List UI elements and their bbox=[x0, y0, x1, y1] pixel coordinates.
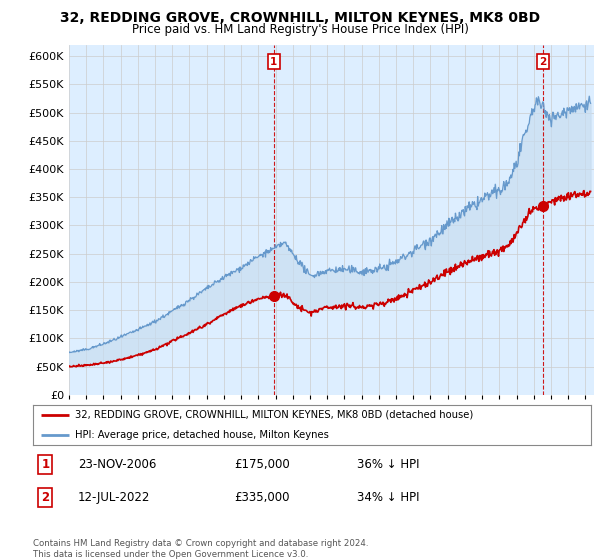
Text: £175,000: £175,000 bbox=[234, 458, 290, 471]
Text: 32, REDDING GROVE, CROWNHILL, MILTON KEYNES, MK8 0BD: 32, REDDING GROVE, CROWNHILL, MILTON KEY… bbox=[60, 11, 540, 25]
Text: 36% ↓ HPI: 36% ↓ HPI bbox=[356, 458, 419, 471]
Text: 32, REDDING GROVE, CROWNHILL, MILTON KEYNES, MK8 0BD (detached house): 32, REDDING GROVE, CROWNHILL, MILTON KEY… bbox=[75, 410, 473, 420]
Text: 34% ↓ HPI: 34% ↓ HPI bbox=[356, 491, 419, 504]
Text: 2: 2 bbox=[41, 491, 49, 504]
Text: HPI: Average price, detached house, Milton Keynes: HPI: Average price, detached house, Milt… bbox=[75, 430, 329, 440]
Text: Price paid vs. HM Land Registry's House Price Index (HPI): Price paid vs. HM Land Registry's House … bbox=[131, 23, 469, 36]
Text: 23-NOV-2006: 23-NOV-2006 bbox=[77, 458, 156, 471]
Text: 12-JUL-2022: 12-JUL-2022 bbox=[77, 491, 150, 504]
Text: 2: 2 bbox=[539, 57, 547, 67]
Text: Contains HM Land Registry data © Crown copyright and database right 2024.
This d: Contains HM Land Registry data © Crown c… bbox=[33, 539, 368, 559]
Text: 1: 1 bbox=[41, 458, 49, 471]
Text: £335,000: £335,000 bbox=[234, 491, 289, 504]
Text: 1: 1 bbox=[270, 57, 277, 67]
